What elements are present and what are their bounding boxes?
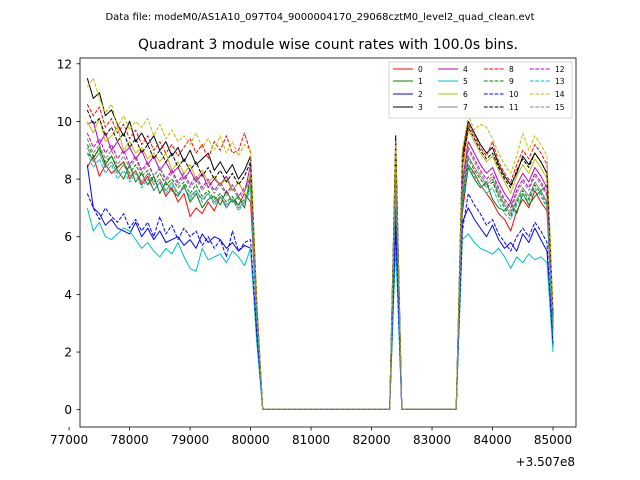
series-line-13 bbox=[86, 152, 554, 410]
x-tick-label: 79000 bbox=[171, 433, 209, 447]
series-line-12 bbox=[86, 132, 554, 410]
legend-label-12: 12 bbox=[555, 65, 565, 74]
series-line-11 bbox=[86, 109, 554, 410]
legend-label-4: 4 bbox=[463, 65, 468, 74]
legend-label-11: 11 bbox=[509, 103, 519, 112]
data-file-label: Data file: modeM0/AS1A10_097T04_90000041… bbox=[105, 12, 534, 23]
series-line-15 bbox=[86, 138, 554, 410]
plot-frame bbox=[79, 57, 577, 428]
x-tick-label: 84000 bbox=[473, 433, 511, 447]
y-tick-label: 4 bbox=[64, 288, 72, 302]
x-offset-label: +3.507e8 bbox=[516, 455, 575, 469]
series-line-2 bbox=[86, 164, 554, 410]
x-tick-label: 77000 bbox=[50, 433, 88, 447]
legend-label-1: 1 bbox=[418, 77, 423, 86]
series-line-6 bbox=[86, 118, 554, 410]
y-tick-label: 2 bbox=[64, 346, 72, 360]
x-tick-label: 81000 bbox=[292, 433, 330, 447]
legend-label-14: 14 bbox=[555, 90, 565, 99]
legend-label-2: 2 bbox=[418, 90, 423, 99]
series-layer bbox=[86, 77, 554, 410]
series-line-0 bbox=[86, 155, 554, 410]
y-tick-label: 8 bbox=[64, 173, 72, 187]
series-line-9 bbox=[86, 144, 554, 410]
x-tick-label: 82000 bbox=[352, 433, 390, 447]
legend-label-13: 13 bbox=[555, 77, 565, 86]
legend-label-5: 5 bbox=[463, 77, 468, 86]
legend-label-15: 15 bbox=[555, 103, 565, 112]
legend-box bbox=[388, 61, 573, 119]
x-tick-label: 78000 bbox=[111, 433, 149, 447]
x-tick-label: 85000 bbox=[534, 433, 572, 447]
legend-label-0: 0 bbox=[418, 65, 423, 74]
x-tick-label: 80000 bbox=[231, 433, 269, 447]
y-tick-label: 0 bbox=[64, 403, 72, 417]
axes-layer: 77000 78000 79000 80000 81000 82000 83000 84000… bbox=[50, 57, 572, 447]
legend-label-7: 7 bbox=[463, 103, 468, 112]
series-line-14 bbox=[86, 77, 554, 410]
legend-label-10: 10 bbox=[509, 90, 519, 99]
legend-label-8: 8 bbox=[509, 65, 514, 74]
y-tick-label: 6 bbox=[64, 230, 72, 244]
series-line-5 bbox=[86, 207, 554, 410]
chart-title: Quadrant 3 module wise count rates with … bbox=[138, 37, 518, 53]
series-line-3 bbox=[86, 78, 554, 410]
series-line-4 bbox=[87, 120, 554, 410]
series-line-8 bbox=[86, 103, 554, 410]
y-tick-label: 12 bbox=[57, 57, 72, 71]
legend-label-6: 6 bbox=[463, 90, 468, 99]
legend-label-9: 9 bbox=[509, 77, 514, 86]
legend-label-3: 3 bbox=[418, 103, 423, 112]
series-line-10 bbox=[86, 193, 554, 410]
x-tick-label: 83000 bbox=[413, 433, 451, 447]
y-tick-label: 10 bbox=[57, 115, 72, 129]
